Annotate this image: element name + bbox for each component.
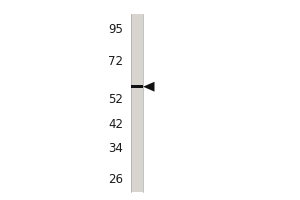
Text: 95: 95 bbox=[108, 23, 123, 36]
Text: 72: 72 bbox=[108, 55, 123, 68]
Text: 42: 42 bbox=[108, 118, 123, 131]
Text: 52: 52 bbox=[108, 93, 123, 106]
Text: 26: 26 bbox=[108, 173, 123, 186]
Bar bbox=[130, 85, 142, 88]
Bar bbox=[130, 14, 142, 192]
Text: 34: 34 bbox=[108, 142, 123, 155]
Polygon shape bbox=[143, 82, 154, 92]
